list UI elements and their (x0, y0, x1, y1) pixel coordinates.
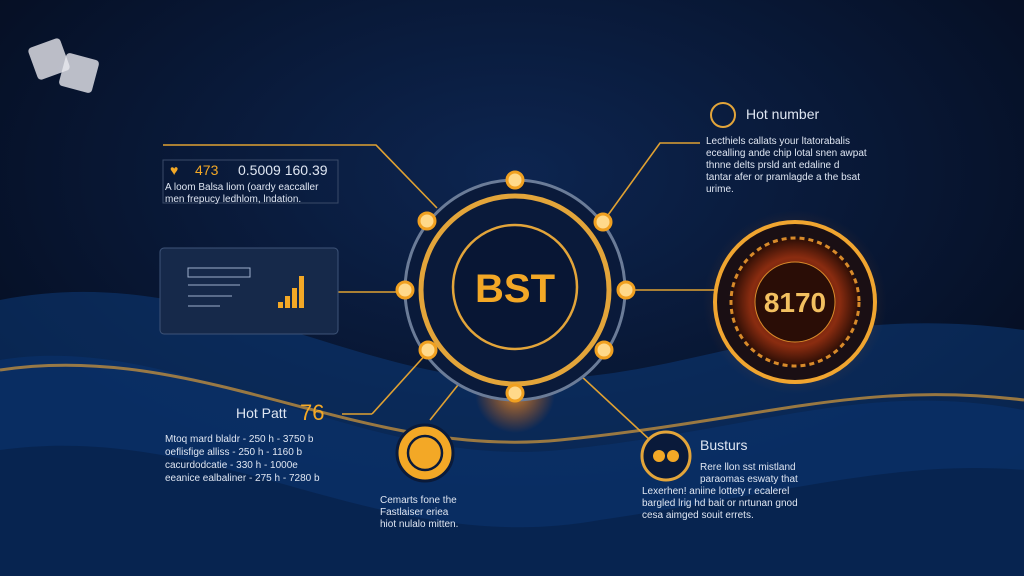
busturs-line: paraomas eswaty that (700, 474, 798, 485)
dice (59, 53, 99, 93)
node (616, 280, 636, 300)
roulette-hub (754, 261, 836, 343)
node (418, 340, 438, 360)
stat-line: A loom Balsa liom (oardy eaccaller (165, 182, 319, 193)
patt-row: eeanice ealbaliner - 275 h - 7280 b (165, 473, 320, 484)
panel-bar (187, 267, 251, 278)
patt-row: oeflisfige alliss - 250 h - 1160 b (165, 447, 303, 458)
node (505, 170, 525, 190)
node (395, 280, 415, 300)
stat-box (162, 159, 339, 204)
gauge-line: hiot nulalo mitten. (380, 519, 458, 530)
connector (371, 351, 429, 415)
mini-chart (278, 276, 304, 308)
hot-icon (710, 102, 736, 128)
node (593, 212, 613, 232)
wave (0, 445, 1024, 576)
busturs-line: Lexerhen! aniine lottety r ecalerel (642, 486, 789, 497)
connector (602, 142, 700, 223)
connector (163, 144, 438, 209)
gauge-icon (395, 423, 455, 483)
node (417, 211, 437, 231)
panel (159, 247, 339, 335)
stat-number: 473 (195, 162, 219, 178)
patt-title: Hot Patt (236, 405, 287, 421)
gauge-line: Fastlaiser eriea (380, 507, 449, 518)
node (594, 340, 614, 360)
hot-line: thnne delts prsld ant edaline d (706, 160, 839, 171)
hot-line: ecealling ande chip lotal snen awpat (706, 148, 867, 159)
busturs-dot (653, 450, 665, 462)
hot-line: Lecthiels callats your ltatorabalis (706, 136, 850, 147)
stat-line: men frepucy ledhlom, lndation. (165, 194, 301, 205)
gauge-line: Cemarts fone the (380, 495, 457, 506)
heart-icon: ♥ (170, 162, 178, 178)
hot-line: tantar afer or pramlagde a the bsat (706, 172, 860, 183)
patt-row: cacurdodcatie - 330 h - 1000e (165, 460, 298, 471)
inner-ring (451, 223, 579, 351)
wave-line (0, 363, 1024, 444)
busturs-line: bargled lrig hd bait or nrtunan gnod (642, 498, 798, 509)
busturs-line: cesa aimged souit errets. (642, 510, 754, 521)
patt-row: Mtoq mard blaldr - 250 h - 3750 b (165, 434, 314, 445)
busturs-dot (667, 450, 679, 462)
gauge-dial (406, 434, 444, 472)
center-label: BST (475, 267, 555, 311)
patt-number: 76 (300, 400, 324, 425)
connector (579, 374, 651, 441)
dice (28, 38, 70, 80)
node (505, 383, 525, 403)
connector (429, 384, 459, 421)
hot-line: urime. (706, 184, 734, 195)
busturs-title: Busturs (700, 437, 747, 453)
busturs-icon (640, 430, 692, 482)
hot-title: Hot number (746, 106, 819, 122)
stat-value: 0.5009 160.39 (238, 162, 328, 178)
busturs-line: Rere llon sst mistland (700, 462, 796, 473)
roulette-label: 8170 (764, 287, 826, 318)
